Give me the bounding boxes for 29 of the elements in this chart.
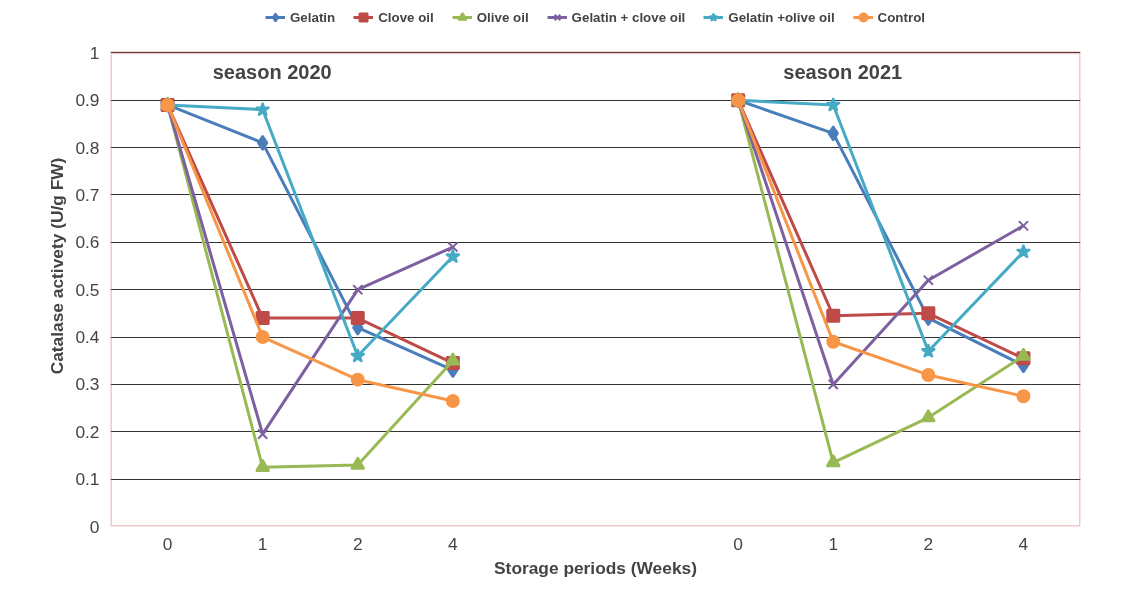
y-tick-label: 0.1 xyxy=(75,469,100,490)
x-tick-label: 2 xyxy=(352,533,363,554)
x-tick-label: 2 xyxy=(923,533,934,554)
x-tick-label: 4 xyxy=(448,533,459,554)
legend-label: Gelatin + clove oil xyxy=(571,9,686,25)
y-tick-label: 0.4 xyxy=(75,327,100,348)
y-tick-label: 0.8 xyxy=(75,137,100,158)
y-tick-label: 0.9 xyxy=(75,90,100,111)
legend-label: Clove oil xyxy=(378,9,434,25)
y-axis-title: Catalase activety (U/g FW) xyxy=(47,157,68,375)
legend-label: Gelatin +olive oil xyxy=(728,9,835,25)
y-tick-label: 0.2 xyxy=(75,421,100,442)
y-tick-label: 0.5 xyxy=(75,279,100,300)
y-tick-label: 0.7 xyxy=(75,184,100,205)
x-tick-label: 1 xyxy=(828,533,839,554)
legend-label: Control xyxy=(877,9,925,25)
annotation: season 2021 xyxy=(783,60,903,83)
x-axis-title: Storage periods (Weeks) xyxy=(494,557,697,578)
annotation: season 2020 xyxy=(212,60,332,83)
x-tick-label: 4 xyxy=(1018,533,1029,554)
legend-label: Gelatin xyxy=(290,9,336,25)
legend-label: Olive oil xyxy=(476,9,529,25)
x-tick-label: 0 xyxy=(162,533,173,554)
y-tick-label: 0.6 xyxy=(75,232,100,253)
x-tick-label: 0 xyxy=(733,533,743,554)
y-tick-label: 0.3 xyxy=(75,374,100,395)
x-tick-label: 1 xyxy=(257,533,268,554)
y-tick-label: 1 xyxy=(89,42,100,63)
y-tick-label: 0 xyxy=(89,516,100,537)
